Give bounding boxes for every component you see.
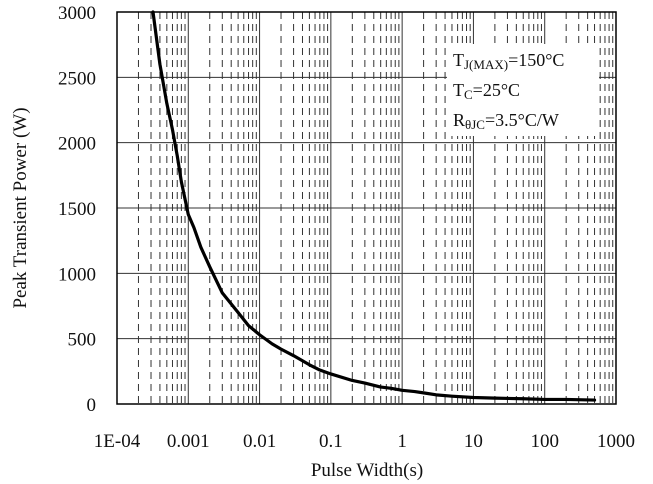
y-tick-label: 2500: [58, 68, 96, 89]
y-tick-label: 1500: [58, 199, 96, 220]
annotation-rth: RθJC=3.5°C/W: [453, 110, 559, 132]
y-axis-title: Peak Transient Power (W): [10, 107, 31, 308]
annotation-box: TJ(MAX)=150°C TC=25°C RθJC=3.5°C/W: [447, 44, 599, 136]
grid: [116, 11, 617, 405]
y-tick-label: 500: [68, 330, 97, 351]
series-layer: [151, 10, 597, 402]
x-tick-label: 1000: [597, 431, 635, 452]
x-tick-label: 0.001: [167, 431, 210, 452]
annotation-tj: TJ(MAX)=150°C: [453, 50, 564, 72]
plot-border: [116, 11, 617, 405]
y-tick-label: 1000: [58, 264, 96, 285]
y-tick-label: 3000: [58, 3, 96, 24]
x-tick-label: 0.1: [319, 431, 343, 452]
annotation-background: [447, 44, 599, 136]
plot-frame: [116, 11, 617, 405]
x-tick-label: 1: [397, 431, 407, 452]
x-tick-label: 100: [530, 431, 559, 452]
x-tick-label: 0.01: [243, 431, 276, 452]
y-tick-label: 2000: [58, 134, 96, 155]
x-tick-label: 10: [464, 431, 483, 452]
series-line: [151, 10, 597, 402]
y-tick-labels: 0 500 1000 1500 2000 2500 3000: [58, 3, 96, 416]
x-tick-labels: 1E-04 0.001 0.01 0.1 1 10 100 1000: [94, 431, 635, 452]
x-tick-label: 1E-04: [94, 431, 141, 452]
x-axis-title: Pulse Width(s): [311, 460, 423, 481]
y-tick-label: 0: [87, 395, 97, 416]
annotation-tc: TC=25°C: [453, 80, 520, 102]
